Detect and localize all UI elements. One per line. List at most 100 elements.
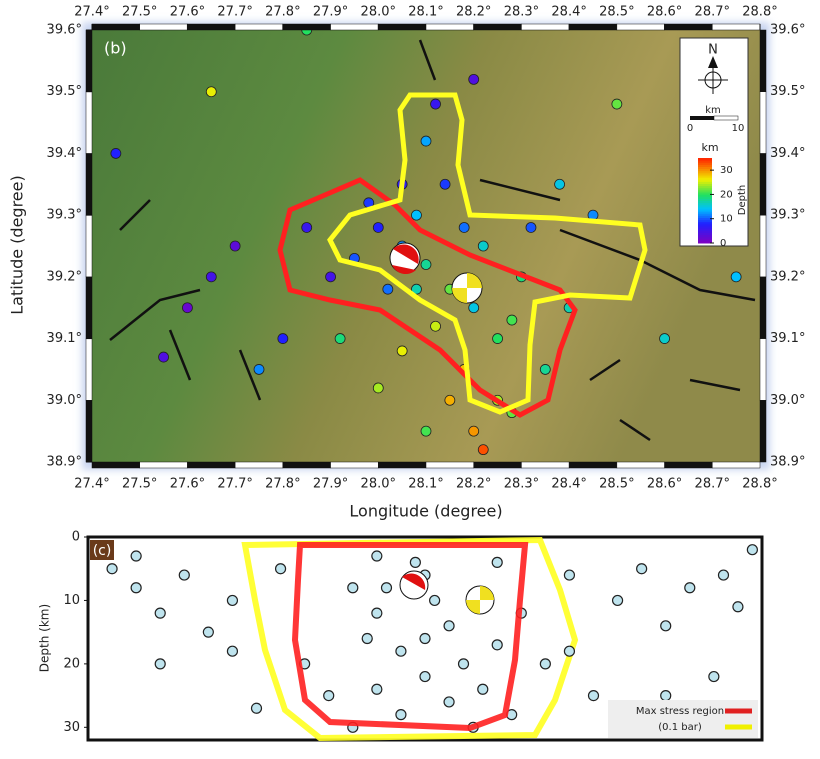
frame-bar: [187, 23, 236, 31]
colorbar-cell: [698, 215, 712, 218]
frame-bar: [568, 23, 618, 31]
x-tick-label: 27.4°: [74, 5, 109, 20]
frame-bar: [187, 461, 236, 469]
earthquake: [253, 364, 265, 375]
earthquake: [611, 98, 623, 110]
frame-bar: [85, 400, 93, 463]
earthquake: [430, 98, 441, 110]
frame-bar: [759, 29, 767, 92]
colorbar-unit: km: [701, 141, 718, 154]
y-tick-label: 38.9°: [47, 455, 82, 470]
earthquake: [443, 696, 455, 708]
colorbar-cell: [698, 221, 712, 225]
frame-bar: [282, 461, 331, 469]
colorbar-cell: [698, 240, 712, 244]
x-tick-label: 28.4°: [551, 477, 586, 492]
x-tick-label: 28.2°: [456, 5, 491, 20]
earthquake: [106, 563, 118, 575]
frame-bar: [568, 461, 618, 469]
earthquake: [419, 670, 431, 683]
colorbar-cell: [698, 183, 712, 187]
x-tick-label: 28.0°: [361, 5, 396, 20]
earthquake: [372, 222, 384, 233]
earthquake: [182, 302, 193, 314]
colorbar-cell: [698, 238, 712, 242]
legend-box: [608, 700, 758, 738]
frame-bar: [425, 461, 474, 469]
earthquake: [205, 86, 217, 98]
x-tick-label: 27.5°: [122, 5, 157, 20]
x-tick-label: 28.1°: [408, 477, 443, 492]
colorbar-cell: [698, 187, 712, 191]
y-tick-label: 0: [72, 530, 80, 545]
legend-label: (0.1 bar): [658, 722, 702, 733]
y-tick-label: 20: [63, 656, 80, 671]
x-tick-label: 27.5°: [122, 477, 157, 492]
frame-bar: [616, 461, 665, 469]
earthquake: [178, 569, 190, 581]
colorbar-cell: [698, 204, 712, 208]
colorbar-cell: [698, 228, 712, 231]
frame-bar: [712, 23, 761, 31]
earthquake: [347, 582, 359, 594]
earthquake: [334, 333, 346, 344]
y-tick-label: 39.5°: [770, 84, 805, 99]
earthquake: [636, 563, 648, 575]
colorbar-cell: [698, 158, 712, 161]
x-tick-label: 27.6°: [170, 5, 205, 20]
earthquake: [411, 283, 422, 295]
frame-bar: [378, 23, 427, 31]
earthquake: [372, 382, 384, 394]
frame-bar: [473, 23, 522, 31]
frame-bar: [759, 91, 767, 154]
earthquake: [660, 689, 672, 702]
earthquake: [468, 302, 480, 314]
earthquake: [420, 425, 432, 437]
colorbar-cell: [698, 196, 712, 199]
frame-bar: [521, 23, 570, 31]
earthquake: [154, 658, 166, 670]
panel-label: (b): [104, 39, 127, 58]
frame-bar: [91, 461, 140, 469]
earthquake: [525, 222, 537, 233]
x-tick-label: 27.4°: [74, 477, 109, 492]
y-axis-label: Depth (km): [38, 604, 52, 672]
earthquake: [611, 594, 624, 607]
colorbar-cell: [698, 192, 712, 195]
y-tick-label: 39.6°: [47, 23, 82, 38]
x-tick-label: 28.8°: [742, 5, 777, 20]
x-tick-label: 28.1°: [408, 5, 443, 20]
earthquake: [660, 620, 672, 632]
earthquake: [226, 645, 239, 657]
frame-bar: [139, 461, 188, 469]
frame-bar: [759, 338, 767, 401]
panel-label: (c): [93, 543, 112, 559]
y-tick-label: 10: [63, 593, 80, 608]
colorbar-cell: [698, 170, 712, 174]
x-tick-label: 28.6°: [647, 477, 682, 492]
scale-unit: km: [705, 105, 721, 116]
y-tick-label: 39.4°: [47, 146, 82, 161]
earthquake: [429, 594, 441, 607]
colorbar-cell: [698, 198, 712, 201]
frame-bar: [425, 23, 474, 31]
section-red: [291, 542, 529, 732]
frame-bar: [85, 338, 93, 401]
y-tick-label: 39.1°: [770, 331, 805, 346]
frame-bar: [664, 461, 713, 469]
colorbar-cell: [698, 162, 712, 165]
inset-legend: N km km Depth 0 10 20 30 0 10: [679, 37, 749, 249]
x-tick-label: 27.9°: [313, 477, 348, 492]
colorbar-tick-label: 0: [720, 238, 726, 249]
earthquake: [130, 582, 142, 594]
x-tick-label: 28.5°: [599, 5, 634, 20]
y-tick-label: 39.2°: [770, 269, 805, 284]
earthquake: [539, 658, 551, 670]
colorbar-tick-label: 20: [720, 189, 733, 200]
earthquake: [202, 626, 214, 638]
colorbar-tick-label: 30: [720, 165, 733, 176]
earthquake: [746, 544, 758, 556]
colorbar-cell: [698, 177, 712, 180]
earthquake: [730, 271, 742, 283]
